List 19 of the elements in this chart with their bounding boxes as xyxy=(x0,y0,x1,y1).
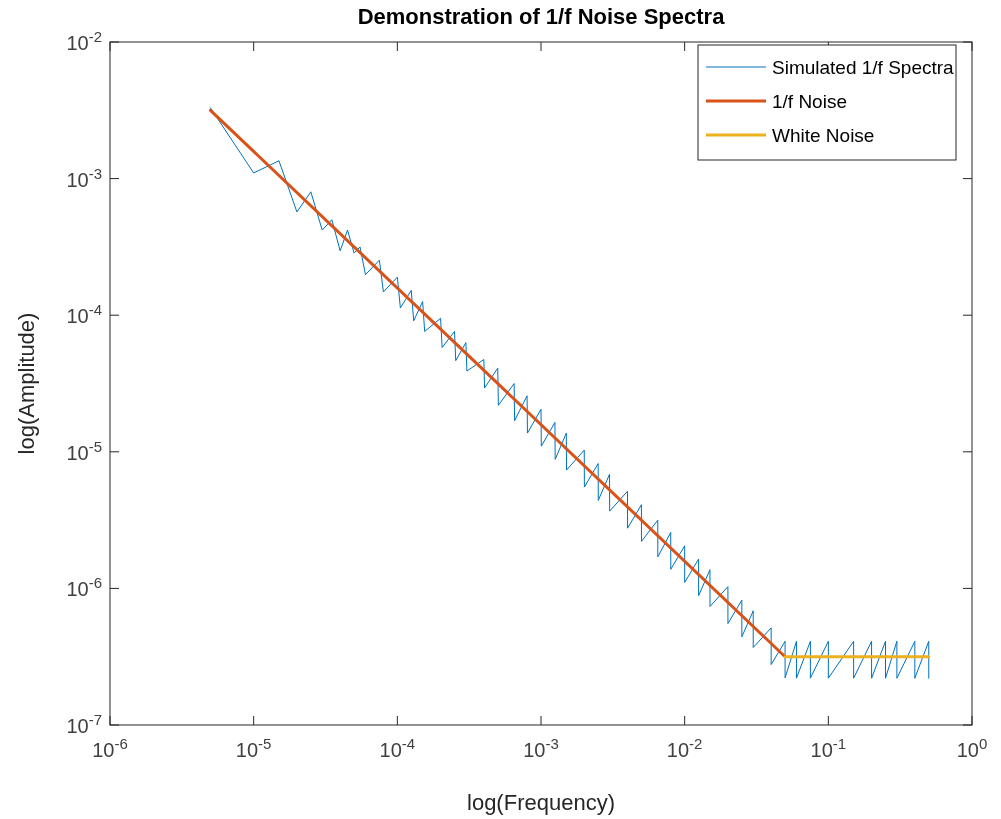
x-tick-label: 10$^{0}$ xyxy=(956,734,988,761)
legend-label: Simulated 1/f Spectra xyxy=(772,57,955,78)
legend-label: 1/f Noise xyxy=(772,91,847,112)
x-tick-label: 10$^{-5}$ xyxy=(235,734,272,761)
x-tick-label: 10$^{-1}$ xyxy=(810,734,847,761)
x-tick-label: 10$^{-2}$ xyxy=(666,734,703,761)
y-tick-label: 10$^{-2}$ xyxy=(66,27,102,54)
y-tick-label: 10$^{-7}$ xyxy=(66,710,102,737)
x-tick-label: 10$^{-4}$ xyxy=(379,734,416,761)
y-axis-title: log(Amplitude) xyxy=(14,312,39,455)
x-axis-title: log(Frequency) xyxy=(467,790,615,815)
y-tick-label: 10$^{-6}$ xyxy=(66,573,102,601)
chart-title: Demonstration of 1/f Noise Spectra xyxy=(357,4,726,29)
legend-label: White Noise xyxy=(772,125,875,146)
x-tick-label: 10$^{-3}$ xyxy=(523,734,559,761)
y-tick-label: 10$^{-3}$ xyxy=(66,164,102,191)
y-tick-label: 10$^{-4}$ xyxy=(66,300,102,328)
x-tick-label: 10$^{-6}$ xyxy=(92,734,128,761)
y-tick-label: 10$^{-5}$ xyxy=(66,437,102,464)
